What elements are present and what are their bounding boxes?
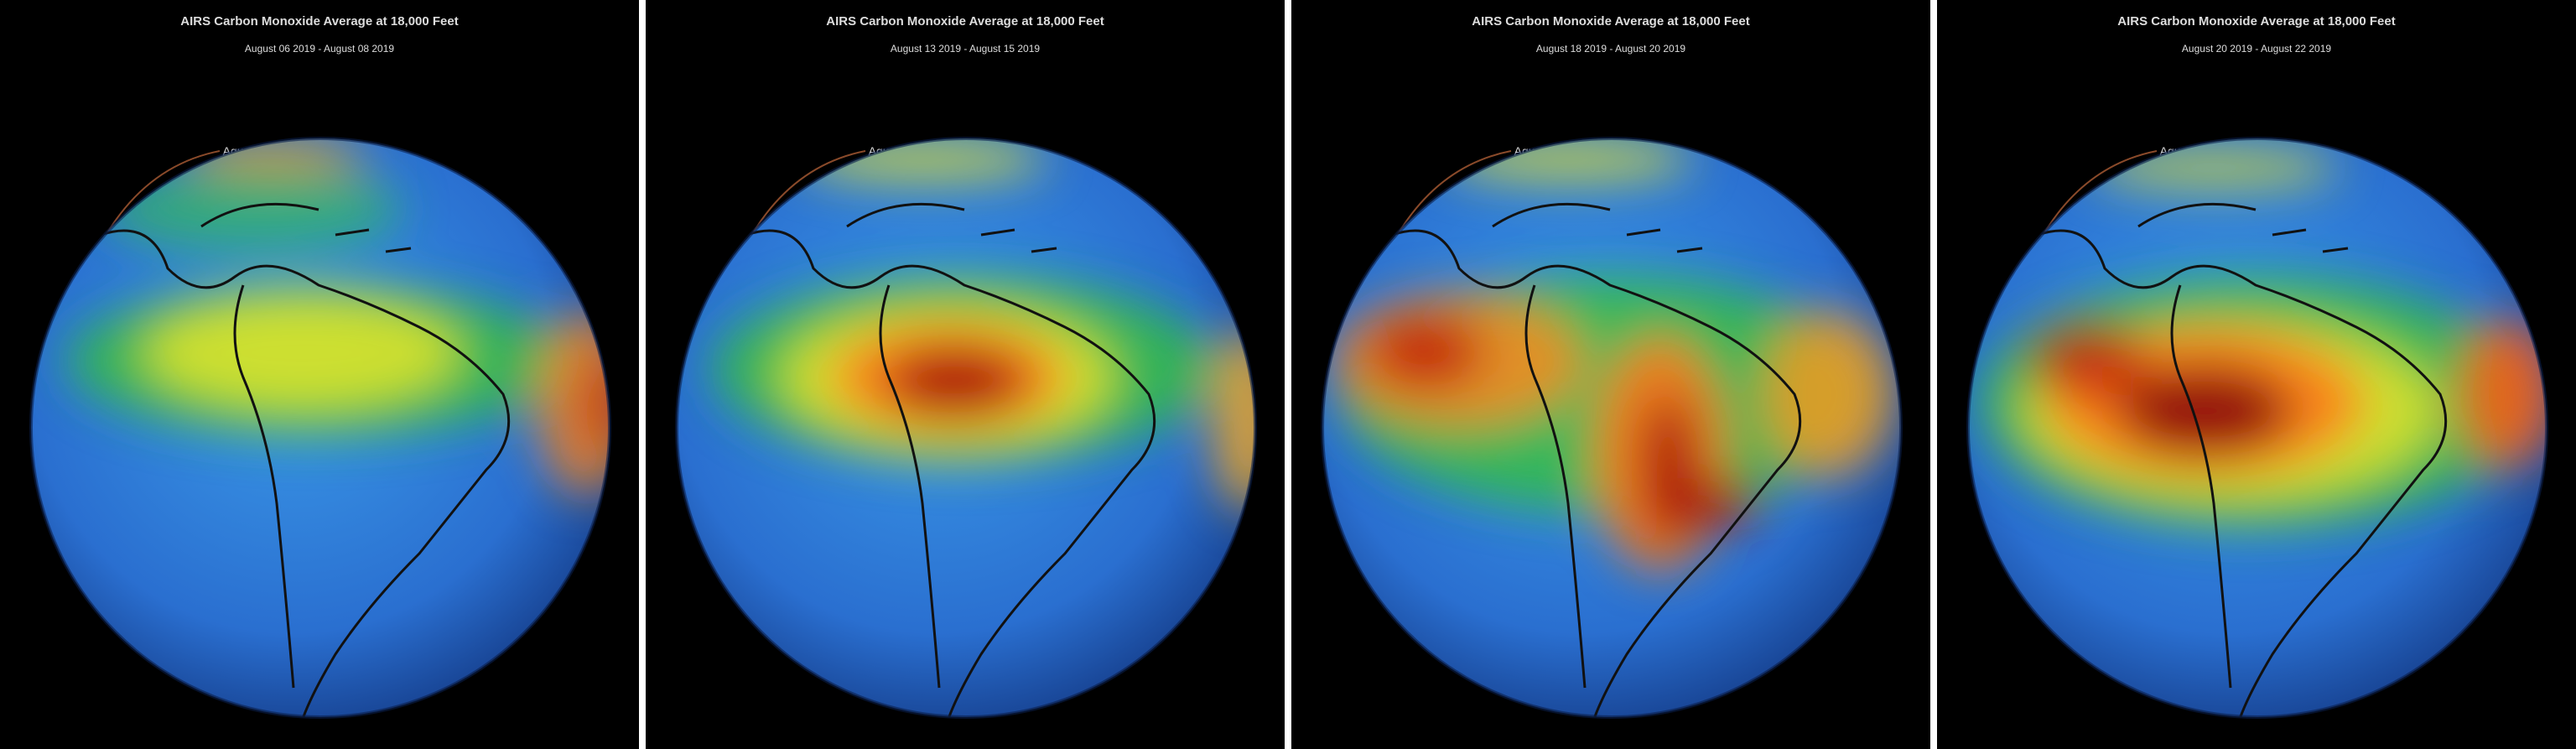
co-plume (1442, 138, 1694, 180)
co-plume (1761, 310, 1895, 478)
globe-rim (29, 137, 611, 719)
co-plume (583, 352, 610, 453)
globe-panel: AIRS Carbon Monoxide Average at 18,000 F… (1291, 0, 1930, 749)
date-range: August 13 2019 - August 15 2019 (891, 43, 1040, 55)
coastline (1391, 202, 1802, 717)
co-plume (184, 140, 369, 170)
co-plume (143, 294, 461, 411)
coastline (745, 202, 1156, 717)
co-plume (101, 168, 402, 252)
panel-title: AIRS Carbon Monoxide Average at 18,000 F… (826, 14, 1104, 29)
globe-rim (1321, 137, 1903, 719)
co-plumes (1979, 147, 2547, 528)
co-plumes (67, 140, 610, 495)
date-range: August 06 2019 - August 08 2019 (245, 43, 394, 55)
co-plume (1212, 327, 1255, 512)
co-plume (885, 346, 1027, 417)
co-plume (2457, 319, 2547, 470)
co-plumes (713, 138, 1255, 512)
co-plume (797, 138, 1048, 180)
panel-title: AIRS Carbon Monoxide Average at 18,000 F… (2117, 14, 2396, 29)
co-plumes (1333, 138, 1895, 570)
coastline (100, 202, 511, 717)
globe-panel: AIRS Carbon Monoxide Average at 18,000 F… (0, 0, 639, 749)
panel-title: AIRS Carbon Monoxide Average at 18,000 F… (180, 14, 459, 29)
globe-panel: AIRS Carbon Monoxide Average at 18,000 F… (646, 0, 1285, 749)
date-range: August 20 2019 - August 22 2019 (2182, 43, 2331, 55)
co-plume (1660, 478, 1761, 528)
co-plume (2117, 365, 2293, 457)
globe-rim (675, 137, 1257, 719)
globe-panel: AIRS Carbon Monoxide Average at 18,000 F… (1937, 0, 2576, 749)
globe-rim (1966, 137, 2548, 719)
co-plume (2088, 147, 2340, 189)
coastline (2037, 202, 2448, 717)
date-range: August 18 2019 - August 20 2019 (1536, 43, 1685, 55)
panel-title: AIRS Carbon Monoxide Average at 18,000 F… (1472, 14, 1750, 29)
co-plume (2029, 323, 2147, 398)
co-plume (1367, 315, 1484, 390)
